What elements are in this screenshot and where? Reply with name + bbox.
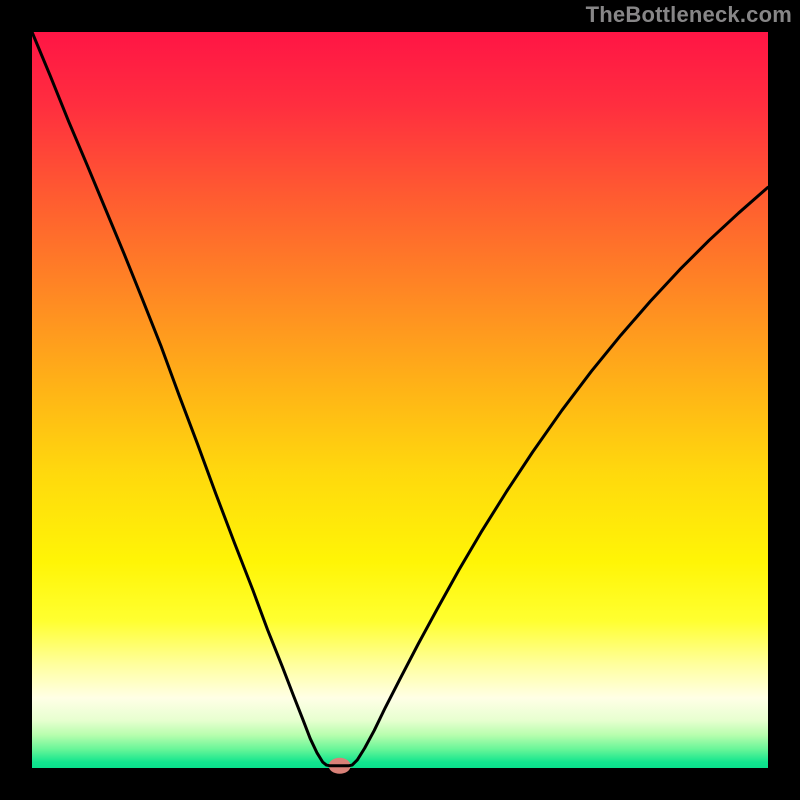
watermark-text: TheBottleneck.com [586,2,792,28]
chart-plot-background [32,32,768,768]
chart-container: { "watermark": "TheBottleneck.com", "cha… [0,0,800,800]
bottleneck-chart [0,0,800,800]
